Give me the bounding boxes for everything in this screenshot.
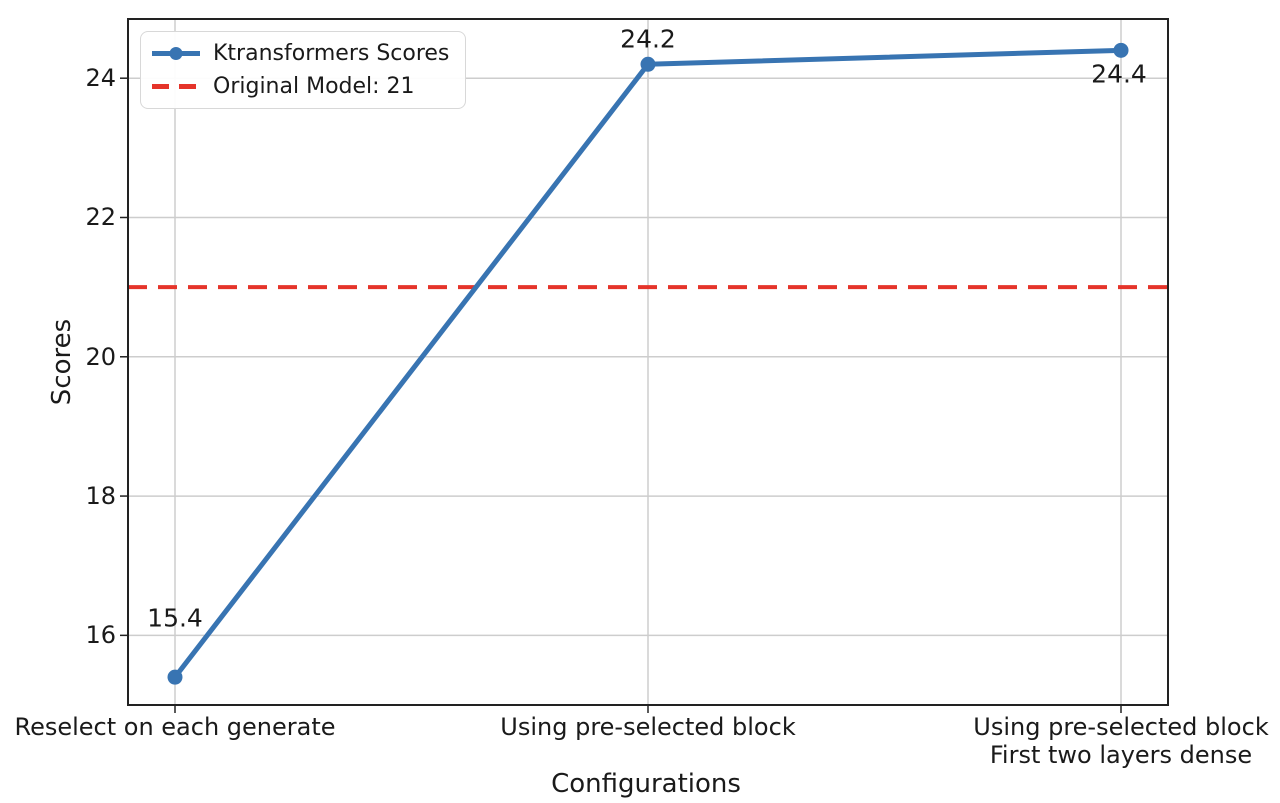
y-axis-title: Scores [47, 318, 77, 406]
legend-reference-label: Original Model: 21 [213, 74, 415, 99]
data-point-label: 15.4 [147, 603, 203, 633]
data-point-marker [640, 56, 656, 72]
legend: Ktransformers Scores Original Model: 21 [140, 31, 467, 109]
y-tick-label: 24 [85, 64, 116, 93]
x-tick-label: Using pre-selected block First two layers… [973, 713, 1269, 769]
line-marker-swatch-icon [152, 47, 200, 60]
x-axis-title: Configurations [551, 769, 741, 799]
dashed-line-swatch-icon [152, 84, 200, 89]
y-tick-label: 16 [85, 621, 116, 650]
x-tick-label: Reselect on each generate [14, 713, 336, 741]
y-tick-label: 20 [85, 342, 116, 371]
data-point-marker [1113, 42, 1129, 58]
data-point-label: 24.4 [1091, 59, 1147, 89]
legend-item-reference: Original Model: 21 [151, 73, 449, 100]
legend-series-label: Ktransformers Scores [213, 41, 450, 66]
data-point-label: 24.2 [620, 24, 676, 54]
y-tick-label: 18 [85, 482, 116, 511]
data-point-marker [167, 669, 183, 685]
y-tick-label: 22 [85, 203, 116, 232]
legend-item-series: Ktransformers Scores [151, 40, 449, 67]
x-tick-label: Using pre-selected block [500, 713, 796, 741]
